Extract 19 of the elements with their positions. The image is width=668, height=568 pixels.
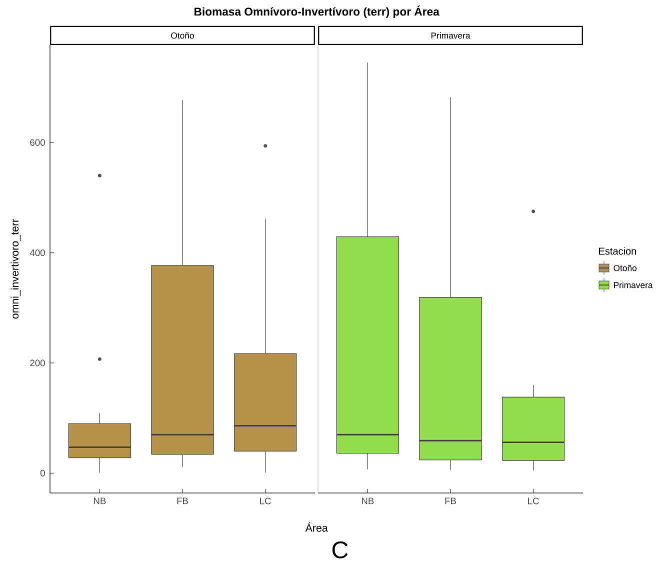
legend-title: Estacion [599,247,636,255]
x-tick-label: LC [260,498,271,504]
legend-label: Primavera [614,282,653,288]
chart-subtitle: Primavera [431,32,470,39]
y-tick-label: 400 [30,249,45,256]
y-tick-label: 0 [40,470,45,476]
x-axis-title: Área [305,522,328,532]
x-tick-label: FB [177,498,188,504]
text: C [332,541,348,558]
legend-label: Otoño [614,264,637,272]
chart-subtitle: Otoño [171,32,194,39]
x-tick-label: NB [362,498,374,504]
y-tick-label: 600 [30,139,45,146]
y-tick-label: 200 [30,360,45,366]
y-axis-title: omni_invertivoro_terr [10,219,21,319]
x-tick-label: NB [94,498,106,504]
x-tick-label: LC [528,498,539,504]
chart-title: Biomasa Omnívoro-Invertívoro (terr) por Área [194,5,440,18]
x-tick-label: FB [445,498,456,504]
